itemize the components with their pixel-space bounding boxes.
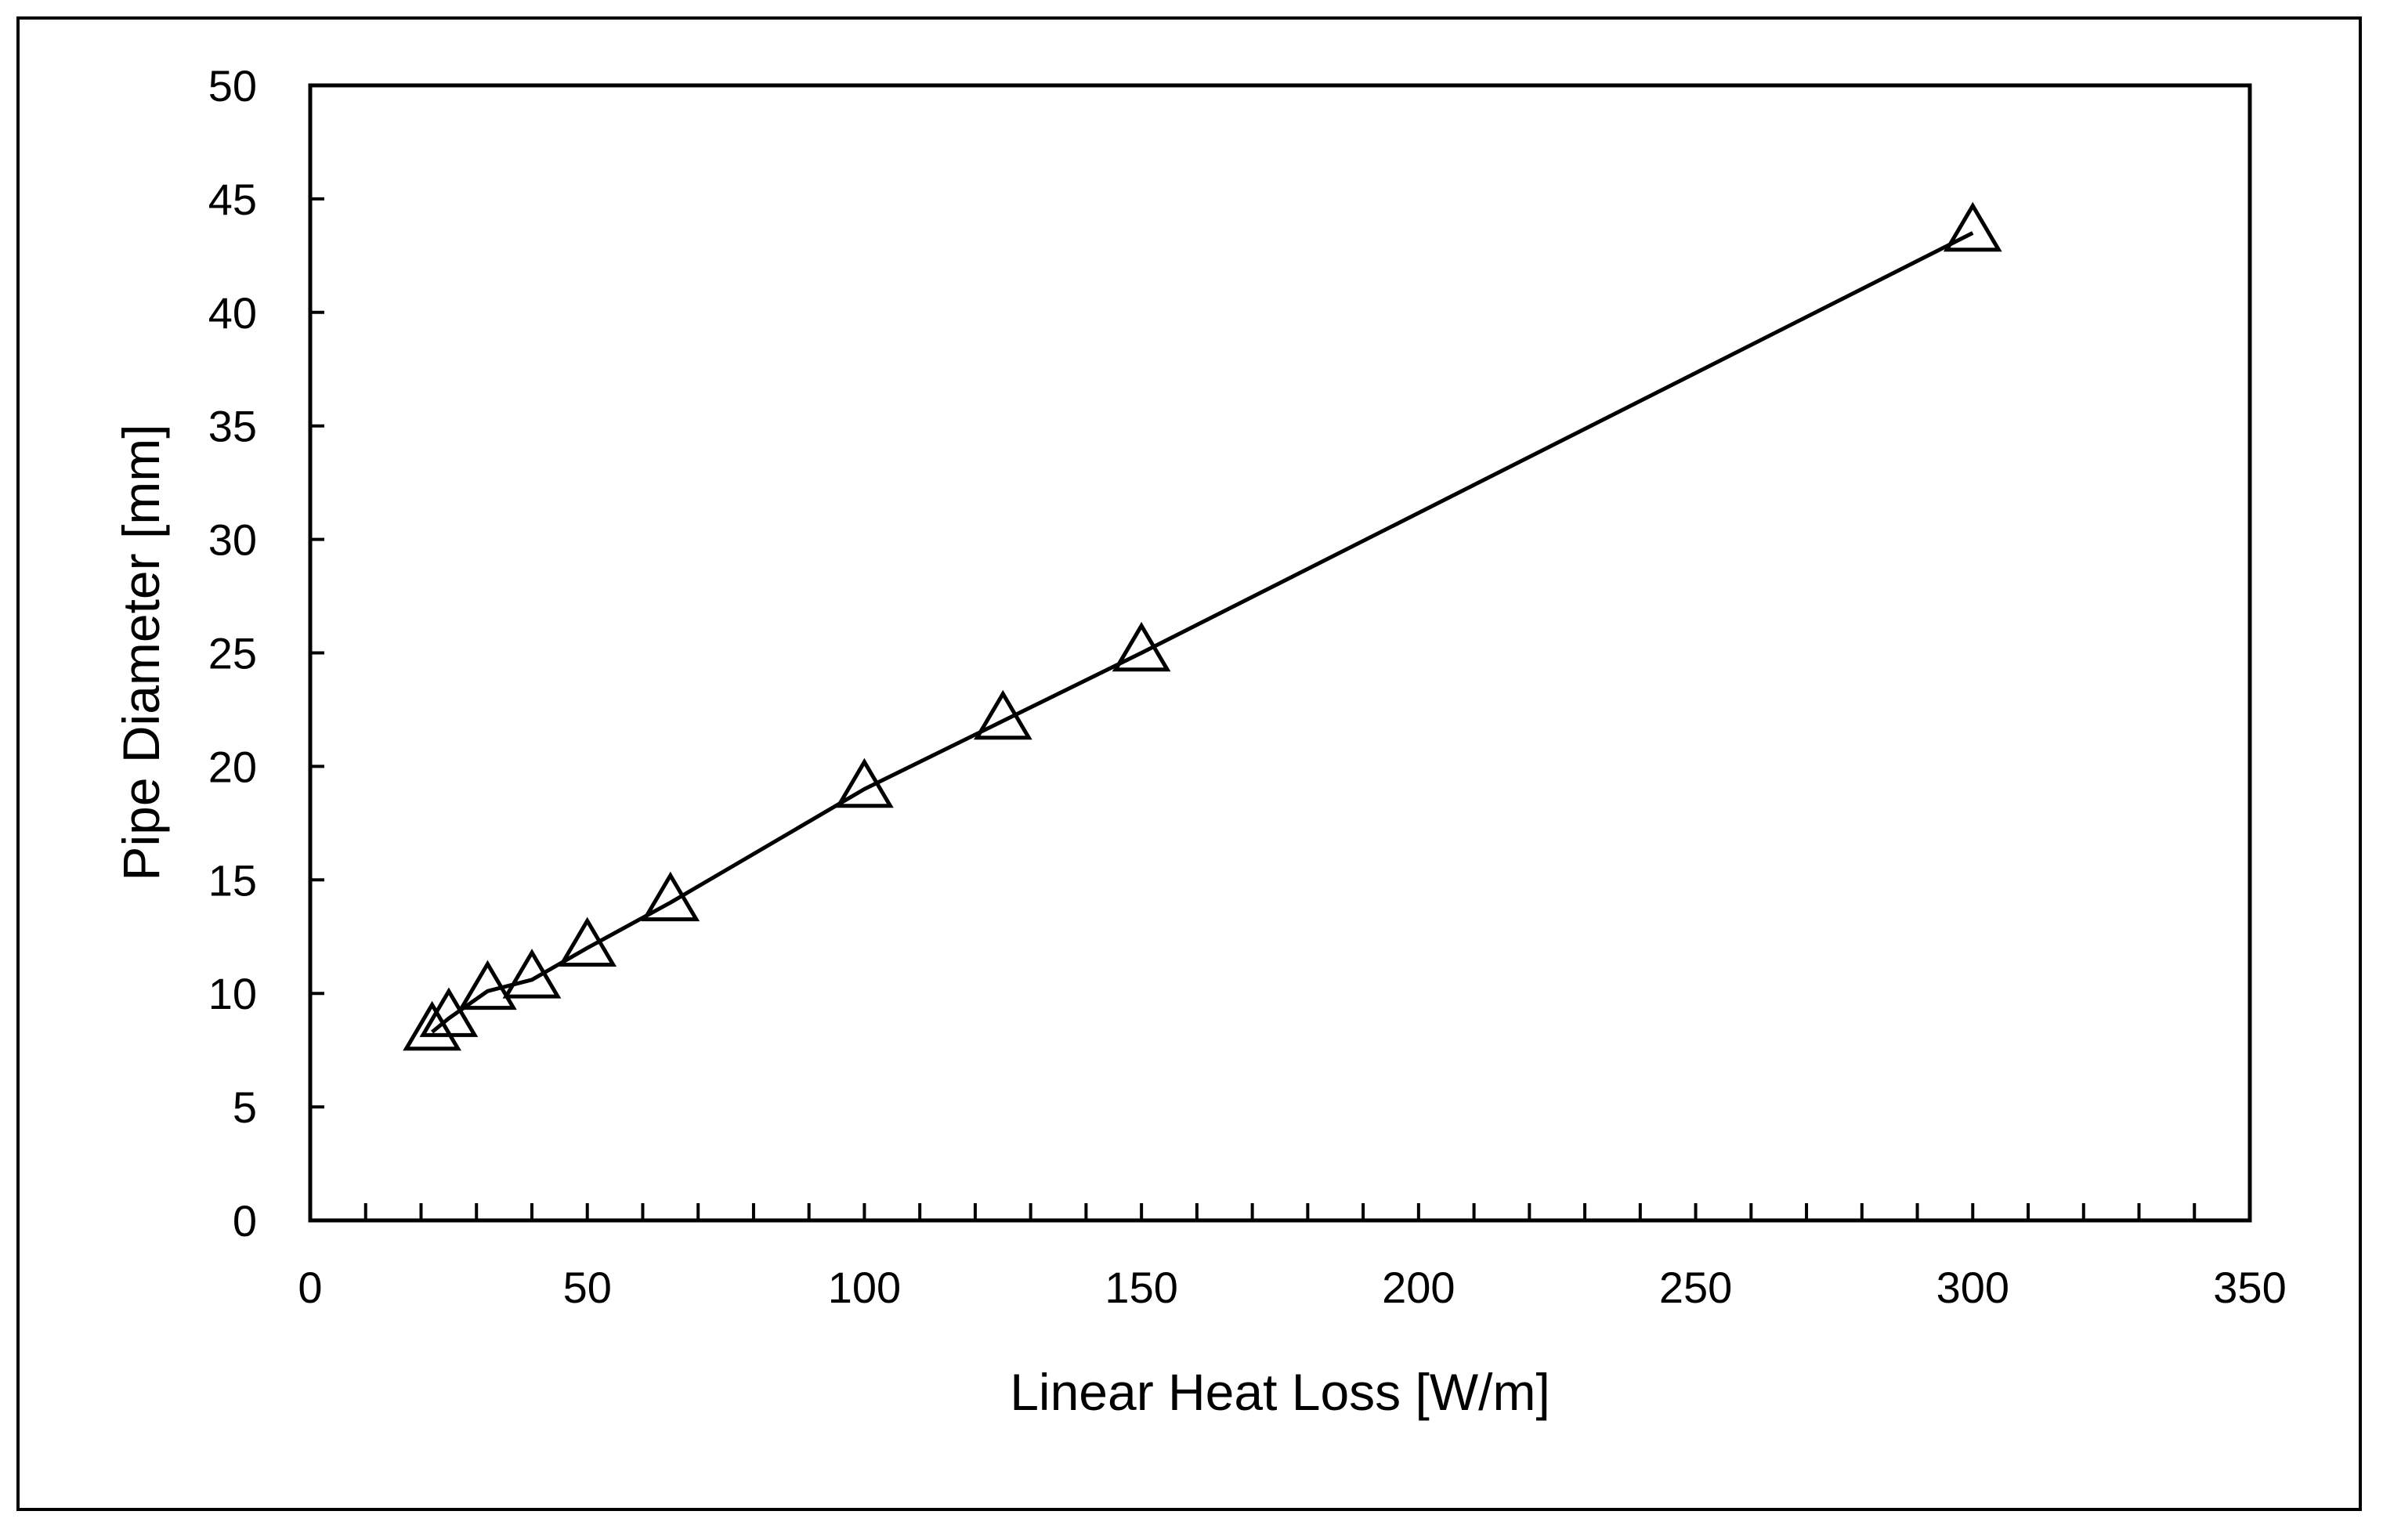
y-tick-label: 45 — [208, 175, 257, 224]
y-tick-label: 25 — [208, 629, 257, 678]
data-point-triangle — [458, 960, 517, 1010]
data-point-triangle — [502, 949, 562, 999]
x-tick-label: 350 — [2213, 1263, 2286, 1312]
y-tick-label: 5 — [233, 1083, 257, 1132]
data-point-triangle — [403, 1000, 461, 1051]
y-axis-tick-labels: 0 5 10 15 20 25 30 35 40 45 50 — [208, 61, 257, 1245]
data-point-triangle — [973, 689, 1032, 740]
y-tick-label: 15 — [208, 855, 257, 905]
y-tick-label: 50 — [208, 61, 257, 110]
x-axis-title: Linear Heat Loss [W/m] — [1010, 1363, 1550, 1421]
x-tick-label: 100 — [828, 1263, 901, 1312]
chart-frame — [16, 16, 2362, 1511]
x-tick-label: 50 — [563, 1263, 612, 1312]
y-tick-label: 30 — [208, 515, 257, 565]
y-tick-label: 0 — [233, 1196, 257, 1245]
y-axis-ticks — [310, 84, 324, 1222]
x-tick-label: 200 — [1382, 1263, 1455, 1312]
x-tick-label: 0 — [298, 1263, 322, 1312]
y-tick-label: 10 — [208, 969, 257, 1018]
y-tick-label: 20 — [208, 742, 257, 791]
data-point-triangle — [1943, 201, 2002, 252]
series-line — [431, 231, 1974, 1034]
data-point-triangle — [835, 757, 894, 808]
y-tick-label: 35 — [208, 402, 257, 451]
x-tick-label: 250 — [1659, 1263, 1732, 1312]
x-tick-label: 300 — [1936, 1263, 2009, 1312]
y-tick-label: 40 — [208, 288, 257, 338]
plot-area — [308, 83, 2252, 1223]
data-point-triangle — [641, 871, 700, 922]
series-lines — [431, 231, 1974, 1034]
x-axis-ticks — [309, 1203, 2251, 1220]
data-point-triangle — [419, 987, 479, 1037]
data-point-triangle — [1112, 621, 1171, 672]
x-axis-tick-labels: 0 50 100 150 200 250 300 350 — [298, 1263, 2286, 1312]
y-axis-title: Pipe Diameter [mm] — [112, 424, 170, 880]
series-markers — [403, 201, 2002, 1051]
data-point-triangle — [558, 916, 617, 967]
x-tick-label: 150 — [1105, 1263, 1177, 1312]
